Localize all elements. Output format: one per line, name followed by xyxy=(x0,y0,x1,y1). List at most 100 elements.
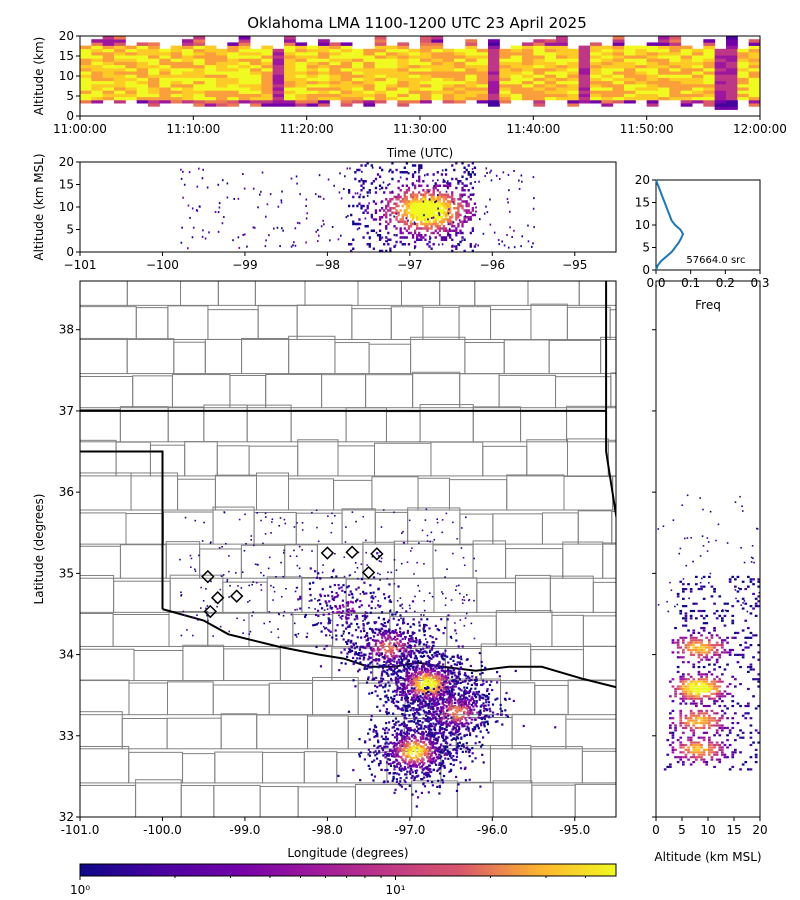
time-height-cell xyxy=(397,48,410,53)
lon-alt-cell xyxy=(424,193,427,196)
lon-alt-point xyxy=(343,188,345,191)
time-height-cell xyxy=(306,52,319,56)
lon-alt-point xyxy=(264,245,267,248)
plan-view-cell xyxy=(394,750,397,753)
lon-alt-point xyxy=(208,231,210,234)
plan-view-cell xyxy=(417,698,421,701)
plan-view-cell xyxy=(456,718,460,722)
time-height-cell xyxy=(465,39,478,43)
plan-view-cell xyxy=(405,686,409,690)
plan-view-cell xyxy=(389,764,393,767)
time-height-cell xyxy=(533,48,546,53)
lon-alt-cell xyxy=(378,249,382,253)
plan-view-cell xyxy=(444,654,447,657)
plan-view-cell xyxy=(347,650,351,653)
plan-view-cell xyxy=(410,676,413,680)
time-height-cell xyxy=(454,77,466,82)
lon-alt-cell xyxy=(416,193,419,196)
time-height-cell xyxy=(748,58,761,62)
plan-view-cell xyxy=(439,697,442,700)
x-tick-label: 0.1 xyxy=(681,276,700,290)
plan-view-cell xyxy=(462,715,465,719)
time-height-cell xyxy=(556,84,568,88)
plan-view-cell xyxy=(408,750,411,754)
lon-alt-cell xyxy=(399,220,402,223)
lon-alt-point xyxy=(258,193,261,196)
plan-view-cell xyxy=(442,733,445,736)
lon-alt-cell xyxy=(420,198,423,201)
lon-alt-point xyxy=(429,236,432,239)
time-height-cell xyxy=(284,48,296,53)
plan-view-cell xyxy=(415,681,418,684)
plan-view-cell xyxy=(498,675,501,678)
plan-view-cell xyxy=(439,678,443,681)
y-tick-label: 5 xyxy=(66,89,74,103)
lon-alt-cell xyxy=(418,238,421,241)
plan-view-cell xyxy=(440,710,443,713)
plan-view-cell xyxy=(468,695,471,698)
time-height-cell xyxy=(114,39,126,43)
plan-view-cell xyxy=(413,676,416,679)
time-height-cell xyxy=(306,93,319,98)
plan-view-cell xyxy=(378,750,381,753)
plan-view-cell xyxy=(463,767,466,770)
county-outline xyxy=(582,615,616,647)
lon-alt-cell xyxy=(457,213,460,217)
time-height-cell xyxy=(261,100,274,104)
lon-alt-cell xyxy=(397,211,400,214)
time-height-cell xyxy=(272,52,285,56)
time-height-cell xyxy=(420,93,432,98)
time-height-cell xyxy=(397,68,410,72)
plan-view-cell xyxy=(456,724,459,728)
time-height-cell xyxy=(114,87,126,91)
plan-view-cell xyxy=(437,689,440,692)
lon-alt-cell xyxy=(451,195,454,199)
plan-view-cell xyxy=(419,655,422,658)
time-height-cell xyxy=(374,39,387,43)
plan-view-cell xyxy=(466,710,470,713)
lon-alt-point xyxy=(217,230,220,233)
plan-view-cell xyxy=(410,729,413,732)
plan-view-cell xyxy=(422,654,426,657)
time-height-cell xyxy=(306,84,319,88)
lon-alt-cell xyxy=(389,218,392,221)
plan-view-cell xyxy=(418,650,421,654)
y-tick-label: 0 xyxy=(66,109,74,123)
plan-view-cell xyxy=(390,668,393,671)
plan-view-cell xyxy=(387,758,390,761)
plan-view-cell xyxy=(446,745,449,749)
time-height-cell xyxy=(306,45,319,50)
lon-alt-cell xyxy=(467,202,470,205)
plan-view-cell xyxy=(454,629,457,632)
plan-view-cell xyxy=(479,730,482,733)
lon-alt-point xyxy=(360,179,363,182)
lon-alt-cell xyxy=(360,189,363,192)
lon-alt-cell xyxy=(413,231,417,235)
plan-view-cell xyxy=(431,646,434,649)
plan-view-cell xyxy=(446,742,449,745)
plan-view-cell xyxy=(406,655,409,658)
lon-alt-point xyxy=(189,216,191,219)
plan-view-cell xyxy=(368,666,371,669)
plan-view-cell xyxy=(446,618,449,621)
plan-view-cell xyxy=(426,641,429,644)
plan-view-cell xyxy=(483,716,486,719)
plan-view-cell xyxy=(395,690,398,694)
time-height-cell xyxy=(533,45,546,50)
county-outline xyxy=(464,342,505,375)
lon-alt-point xyxy=(457,231,460,234)
plan-view-cell xyxy=(415,649,418,652)
lon-alt-point xyxy=(305,204,307,207)
lon-alt-cell xyxy=(446,202,450,205)
plan-view-cell xyxy=(408,634,412,638)
plan-view-cell xyxy=(375,731,378,734)
time-height-cell xyxy=(148,58,160,62)
plan-view-cell xyxy=(466,722,469,725)
plan-view-cell xyxy=(449,693,452,696)
plan-view-cell xyxy=(364,647,367,650)
plan-view-cell xyxy=(347,710,351,713)
time-height-cell xyxy=(748,52,761,56)
plan-view-cell xyxy=(435,653,439,656)
plan-view-cell xyxy=(384,654,387,657)
